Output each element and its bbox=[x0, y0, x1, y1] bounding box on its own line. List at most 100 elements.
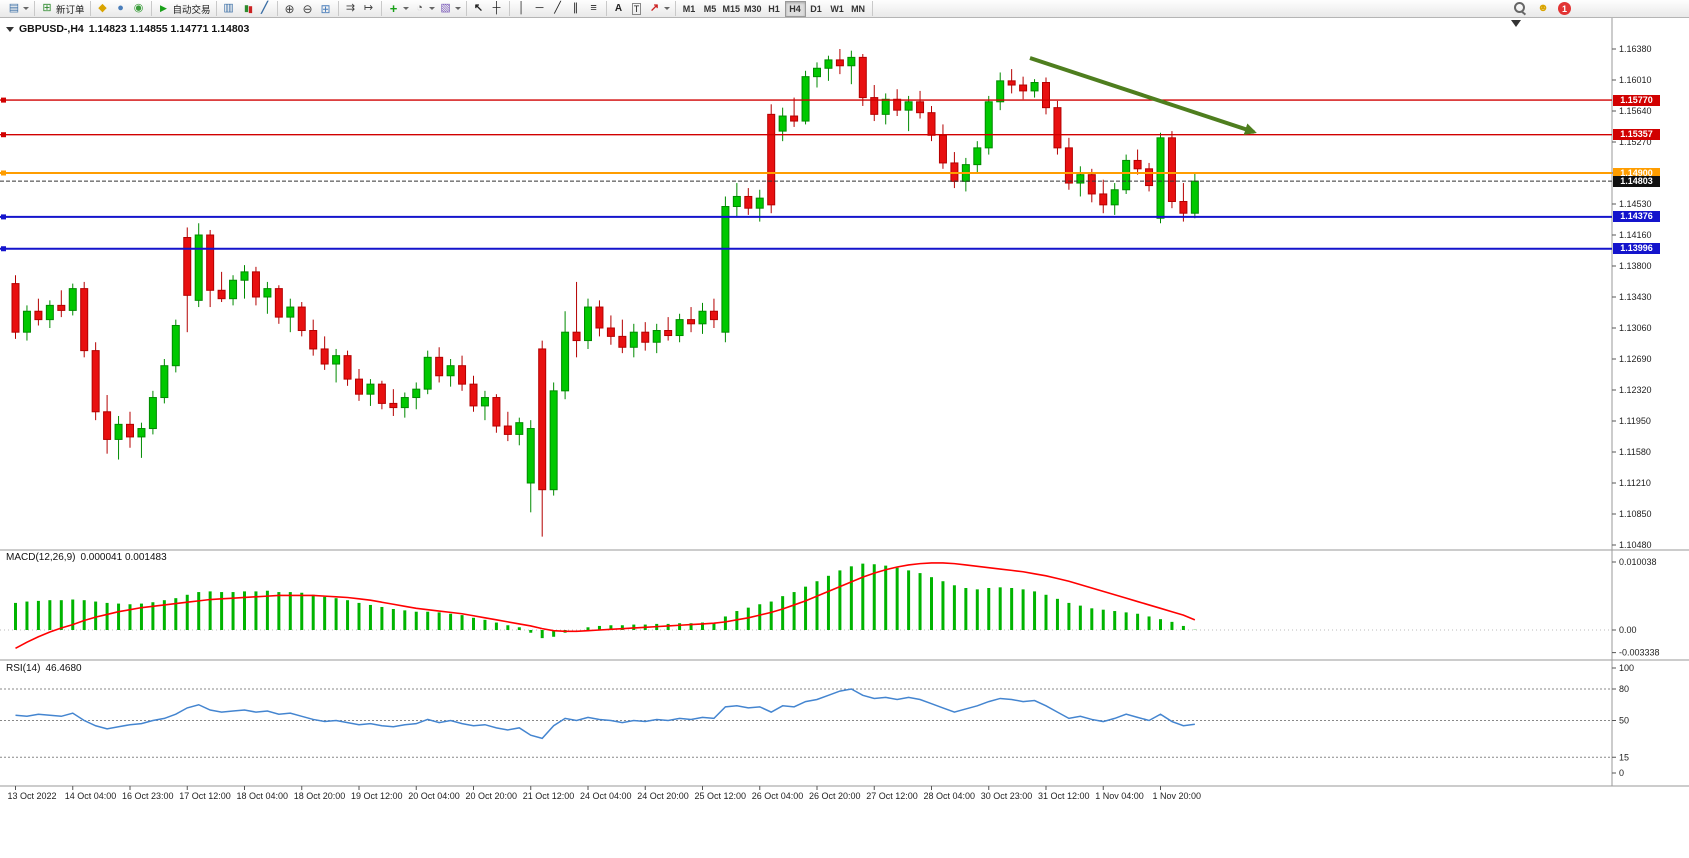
svg-text:18 Oct 04:00: 18 Oct 04:00 bbox=[237, 791, 289, 801]
toolbar-group bbox=[467, 1, 510, 16]
rsi-name: RSI(14) bbox=[6, 663, 41, 674]
timeframe-H1[interactable]: H1 bbox=[764, 1, 785, 17]
macd-values: 0.000041 0.001483 bbox=[80, 552, 167, 563]
community-icon[interactable] bbox=[1534, 1, 1552, 17]
periods-icon[interactable] bbox=[411, 1, 437, 17]
symbol-ohlc-label: GBPUSD-,H4 1.14823 1.14855 1.14771 1.148… bbox=[6, 23, 249, 35]
svg-text:1.11950: 1.11950 bbox=[1619, 416, 1651, 426]
dropdown-caret-icon bbox=[663, 7, 670, 10]
timeframe-M15[interactable]: M15 bbox=[721, 1, 743, 17]
timeframe-M30[interactable]: M30 bbox=[742, 1, 764, 17]
candlestick-series bbox=[11, 49, 1199, 537]
notification-badge[interactable]: 1 bbox=[1558, 2, 1571, 15]
chart-menu-caret-icon[interactable] bbox=[6, 26, 14, 32]
timeframe-M5[interactable]: M5 bbox=[700, 1, 721, 17]
crosshair-icon[interactable] bbox=[488, 1, 506, 17]
zoom-out-icon[interactable] bbox=[299, 1, 317, 17]
chart-shift-marker[interactable] bbox=[1511, 20, 1521, 27]
price-line-badge: 1.13996 bbox=[1613, 243, 1660, 255]
svg-text:19 Oct 12:00: 19 Oct 12:00 bbox=[351, 791, 403, 801]
toolbar-group bbox=[91, 1, 152, 16]
toolbar-right: 1 bbox=[1510, 1, 1571, 17]
horizontal-lines[interactable] bbox=[0, 97, 1612, 252]
svg-text:26 Oct 04:00: 26 Oct 04:00 bbox=[752, 791, 804, 801]
vline-icon[interactable] bbox=[513, 1, 531, 17]
fibo-icon[interactable] bbox=[585, 1, 603, 17]
svg-text:26 Oct 20:00: 26 Oct 20:00 bbox=[809, 791, 861, 801]
cursor-icon[interactable] bbox=[470, 1, 488, 17]
trend-arrow[interactable] bbox=[1029, 56, 1257, 135]
svg-text:1.10480: 1.10480 bbox=[1619, 540, 1652, 550]
toolbar-group: 自动交易 bbox=[152, 1, 217, 16]
svg-text:28 Oct 04:00: 28 Oct 04:00 bbox=[924, 791, 976, 801]
toolbar-group bbox=[2, 1, 35, 16]
svg-text:1.16380: 1.16380 bbox=[1619, 44, 1652, 54]
templates-icon[interactable] bbox=[437, 1, 463, 17]
svg-text:25 Oct 12:00: 25 Oct 12:00 bbox=[695, 791, 747, 801]
symbol-label: GBPUSD-,H4 bbox=[19, 23, 84, 35]
timeframe-M1[interactable]: M1 bbox=[679, 1, 700, 17]
channel-icon[interactable] bbox=[567, 1, 585, 17]
timeframe-H4[interactable]: H4 bbox=[784, 0, 806, 17]
svg-text:0: 0 bbox=[1619, 768, 1624, 778]
toolbar-group: 新订单 bbox=[35, 1, 91, 16]
search-icon[interactable] bbox=[1510, 1, 1528, 17]
hline-icon[interactable] bbox=[531, 1, 549, 17]
dropdown-caret-icon bbox=[428, 7, 435, 10]
market-watch-icon[interactable] bbox=[94, 1, 112, 17]
timeframe-D1[interactable]: D1 bbox=[806, 1, 827, 17]
arrows-icon[interactable] bbox=[646, 1, 672, 17]
trendline-icon[interactable] bbox=[549, 1, 567, 17]
dropdown-caret-icon bbox=[23, 7, 29, 10]
svg-text:1.13060: 1.13060 bbox=[1619, 323, 1652, 333]
toolbar-group bbox=[217, 1, 278, 16]
new-chart-icon[interactable] bbox=[5, 1, 31, 17]
svg-text:50: 50 bbox=[1619, 716, 1629, 726]
price-axis: 1.163801.160101.156401.152701.149001.145… bbox=[1612, 44, 1652, 550]
svg-text:14 Oct 04:00: 14 Oct 04:00 bbox=[65, 791, 117, 801]
timeframe-MN[interactable]: MN bbox=[848, 1, 869, 17]
line-chart-icon[interactable] bbox=[256, 1, 274, 17]
svg-text:1.14530: 1.14530 bbox=[1619, 199, 1652, 209]
autotrade-icon[interactable]: 自动交易 bbox=[155, 1, 213, 17]
rsi-value: 46.4680 bbox=[45, 663, 82, 674]
svg-text:1.16010: 1.16010 bbox=[1619, 75, 1652, 85]
svg-text:13 Oct 2022: 13 Oct 2022 bbox=[8, 791, 57, 801]
zoom-in-icon[interactable] bbox=[281, 1, 299, 17]
svg-text:0.010038: 0.010038 bbox=[1619, 557, 1657, 567]
macd-signal-line bbox=[15, 562, 1196, 649]
timeframe-W1[interactable]: W1 bbox=[827, 1, 848, 17]
chart-shift-icon[interactable] bbox=[360, 1, 378, 17]
svg-text:1.15270: 1.15270 bbox=[1619, 137, 1652, 147]
svg-text:24 Oct 04:00: 24 Oct 04:00 bbox=[580, 791, 632, 801]
bar-chart-icon[interactable] bbox=[220, 1, 238, 17]
text-icon[interactable] bbox=[610, 1, 628, 17]
svg-text:1.12320: 1.12320 bbox=[1619, 385, 1652, 395]
macd-indicator: 0.010038 0.00 -0.003338 bbox=[0, 557, 1660, 658]
rsi-line bbox=[15, 688, 1195, 740]
svg-text:21 Oct 12:00: 21 Oct 12:00 bbox=[523, 791, 575, 801]
auto-scroll-icon[interactable] bbox=[342, 1, 360, 17]
terminal-icon[interactable] bbox=[130, 1, 148, 17]
toolbar-group bbox=[607, 1, 676, 16]
new-order-icon[interactable]: 新订单 bbox=[38, 1, 87, 17]
navigator-icon[interactable] bbox=[112, 1, 130, 17]
svg-text:1.13800: 1.13800 bbox=[1619, 261, 1652, 271]
svg-text:18 Oct 20:00: 18 Oct 20:00 bbox=[294, 791, 346, 801]
price-line-badge: 1.15770 bbox=[1613, 94, 1660, 106]
dropdown-caret-icon bbox=[454, 7, 461, 10]
svg-text:1.13430: 1.13430 bbox=[1619, 292, 1652, 302]
price-line-badge: 1.15357 bbox=[1613, 129, 1660, 141]
svg-text:1.10850: 1.10850 bbox=[1619, 509, 1652, 519]
svg-text:1 Nov 20:00: 1 Nov 20:00 bbox=[1153, 791, 1202, 801]
candle-chart-icon[interactable] bbox=[238, 1, 256, 17]
text-label-icon[interactable] bbox=[628, 1, 646, 17]
svg-text:1.11210: 1.11210 bbox=[1619, 478, 1651, 488]
tile-windows-icon[interactable] bbox=[317, 1, 335, 17]
svg-text:100: 100 bbox=[1619, 663, 1634, 673]
price-line-badge: 1.14900 bbox=[1613, 167, 1660, 179]
indicators-icon[interactable] bbox=[385, 1, 411, 17]
